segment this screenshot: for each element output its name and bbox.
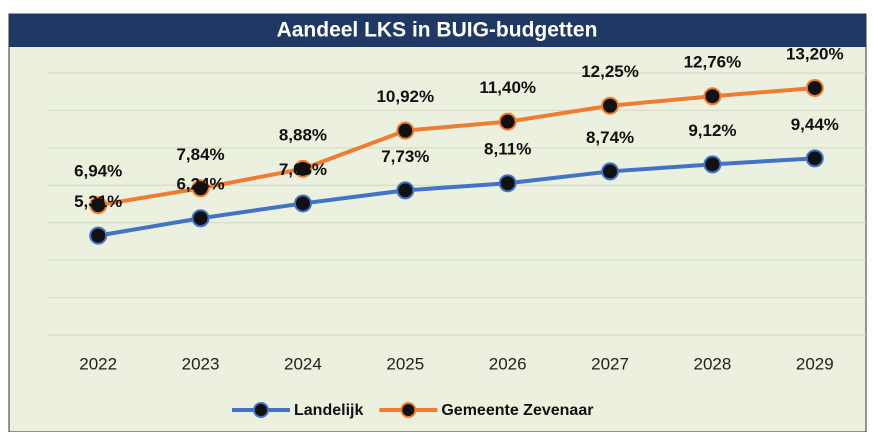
point [601,96,620,115]
x-tick-label: 2027 [591,354,629,373]
x-tick-label: 2029 [796,354,834,373]
x-tick-label: 2024 [284,354,322,373]
legend-marker [400,402,417,418]
point [396,181,415,200]
point [601,162,620,181]
chart-title: Aandeel LKS in BUIG-budgetten [277,19,598,42]
point [293,159,312,178]
data-label: 12,25% [581,62,639,81]
point [805,78,824,97]
series-line [97,156,815,238]
data-label: 9,44% [791,115,839,134]
legend-label: Gemeente Zevenaar [441,402,593,419]
data-label: 7,73% [381,147,429,166]
x-tick-label: 2023 [182,354,220,373]
x-tick-label: 2022 [79,354,117,373]
data-label: 7,84% [176,145,224,164]
data-label: 8,88% [279,125,327,144]
data-label: 6,24% [176,175,224,194]
data-label: 9,12% [688,121,736,140]
point [89,226,108,245]
x-tick-label: 2025 [386,354,424,373]
title-bar [9,14,866,47]
point [805,149,824,168]
legend-label: Landelijk [294,402,363,419]
point [191,179,210,198]
point [293,194,312,213]
point [191,209,210,228]
data-label: 5,31% [74,192,122,211]
legend-marker [253,402,269,418]
data-label: 8,11% [484,140,531,159]
x-tick-label: 2026 [489,354,527,373]
point [703,155,722,174]
data-label: 11,40% [479,78,536,97]
data-label: 10,92% [376,87,434,106]
data-label: 12,76% [684,53,742,72]
series-line [97,85,815,208]
data-label: 7,03% [279,160,327,179]
point [703,87,722,106]
x-tick-label: 2028 [694,354,732,373]
point [89,196,108,215]
point [396,121,415,140]
data-label: 13,20% [786,44,844,63]
point [498,112,517,131]
data-label: 8,74% [586,128,634,147]
point [498,174,517,193]
data-label: 6,94% [74,162,122,181]
